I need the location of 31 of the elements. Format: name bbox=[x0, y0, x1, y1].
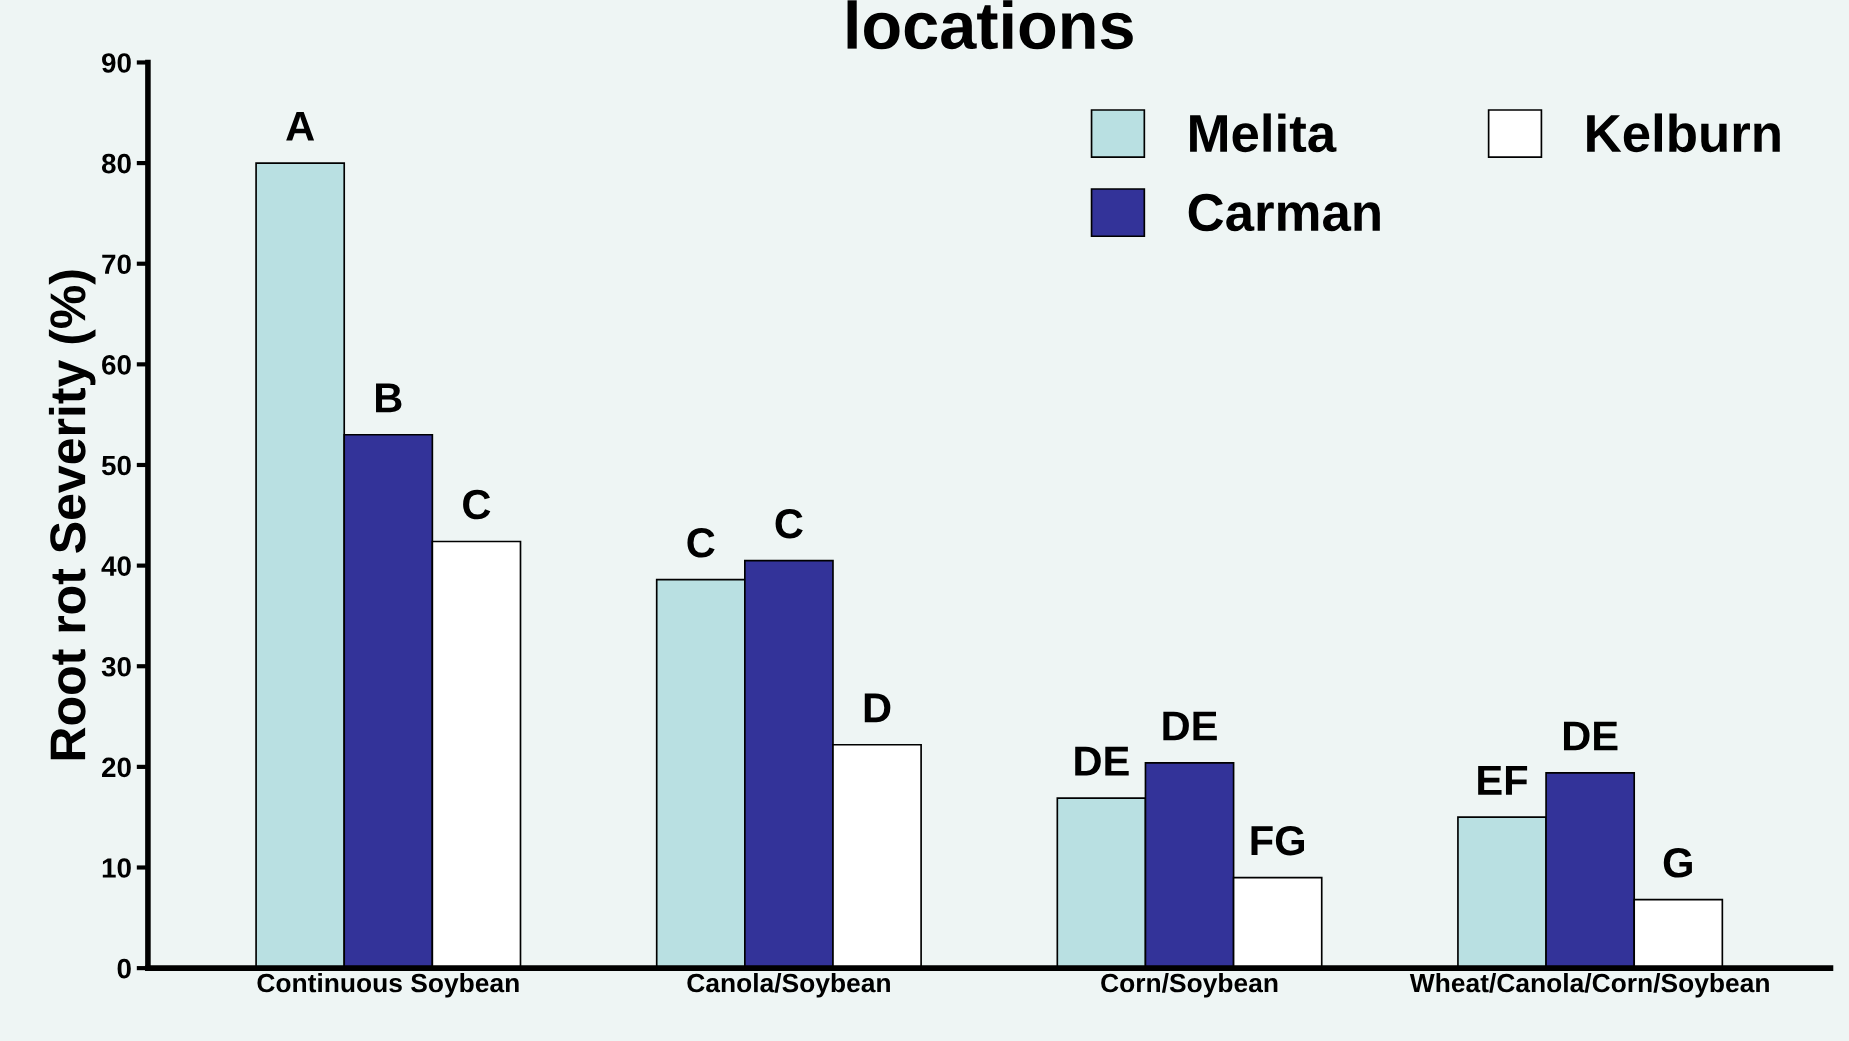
data-label: DE bbox=[1563, 721, 1618, 751]
y-tick-label: 70 bbox=[102, 254, 131, 275]
y-axis-title: Root rot Severity (%) bbox=[48, 270, 96, 760]
y-tick-label: 50 bbox=[101, 455, 131, 476]
y-tick-label: 20 bbox=[102, 757, 131, 778]
data-label: EF bbox=[1478, 765, 1528, 795]
y-tick-label: 60 bbox=[102, 355, 131, 375]
chart-title: locations bbox=[847, 0, 1133, 50]
data-label: C bbox=[463, 489, 491, 520]
data-label: C bbox=[687, 528, 715, 558]
y-tick-label: 10 bbox=[102, 858, 131, 878]
data-label: D bbox=[864, 693, 891, 723]
y-tick-label: 80 bbox=[101, 153, 131, 174]
data-label: C bbox=[775, 508, 803, 539]
legend-label: Carman bbox=[1188, 193, 1380, 232]
data-label: FG bbox=[1251, 825, 1305, 856]
data-label: A bbox=[286, 111, 315, 141]
y-tick-label: 0 bbox=[117, 958, 131, 979]
y-tick-label: 40 bbox=[101, 556, 131, 576]
data-label: DE bbox=[1163, 711, 1217, 741]
x-tick-label: Corn/Soybean bbox=[1101, 972, 1278, 998]
x-tick-label: Canola/Soybean bbox=[687, 972, 890, 998]
x-tick-label: Continuous Soybean bbox=[257, 972, 519, 998]
data-label: DE bbox=[1075, 746, 1129, 776]
data-label: B bbox=[376, 383, 402, 413]
y-tick-label: 90 bbox=[102, 53, 131, 73]
legend-label: Melita bbox=[1190, 113, 1337, 153]
x-tick-label: Wheat/Canola/Corn/Soybean bbox=[1409, 972, 1769, 998]
data-label: G bbox=[1663, 848, 1692, 878]
legend-label: Kelburn bbox=[1587, 113, 1780, 153]
y-tick-label: 30 bbox=[101, 656, 131, 677]
